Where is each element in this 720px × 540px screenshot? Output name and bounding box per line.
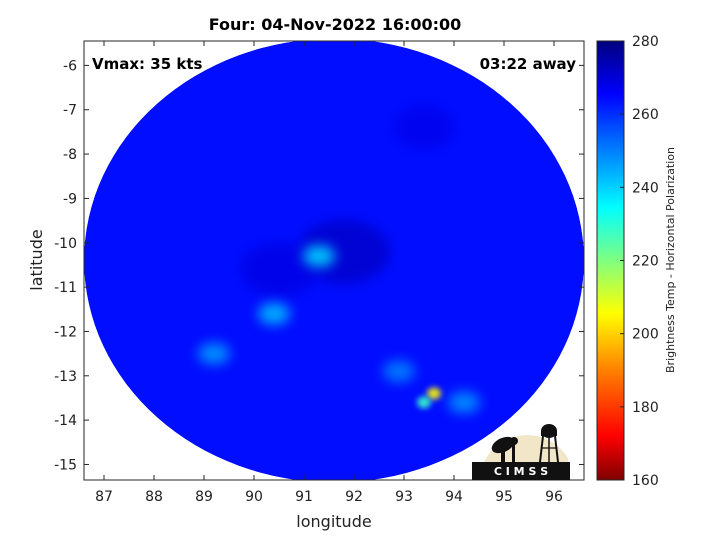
- x-axis-label: longitude: [296, 512, 371, 531]
- water-tower-icon: [539, 424, 559, 463]
- brightness-temperature-swath: [84, 41, 584, 480]
- vmax-annotation: Vmax: 35 kts: [92, 55, 202, 73]
- colorbar-tick-label: 240: [632, 180, 659, 196]
- colorbar-tick-label: 180: [632, 400, 659, 416]
- satellite-dish-icon: [491, 436, 518, 462]
- y-tick-label: -7: [63, 103, 77, 119]
- colorbar-label: Brightness Temp - Horizontal Polarizatio…: [664, 147, 677, 373]
- chart-title: Four: 04-Nov-2022 16:00:00: [209, 15, 462, 34]
- x-tick-label: 89: [195, 489, 213, 505]
- y-tick-label: -6: [63, 58, 77, 74]
- cold-region: [448, 391, 480, 414]
- y-axis: -6 -7 -8 -9 -10 -11 -12 -13 -14 -15: [54, 58, 584, 473]
- cold-region: [198, 342, 230, 365]
- y-tick-label: -13: [54, 369, 77, 385]
- colorbar-tick-label: 220: [632, 254, 659, 270]
- warm-region: [394, 105, 454, 150]
- x-tick-label: 94: [445, 489, 463, 505]
- time-away-annotation: 03:22 away: [480, 55, 577, 73]
- x-tick-label: 90: [245, 489, 263, 505]
- y-axis-label: latitude: [27, 229, 46, 290]
- cold-region: [383, 360, 415, 383]
- logo-text: C I M S S: [494, 465, 548, 478]
- plot-frame: [83, 40, 585, 481]
- x-tick-label: 88: [145, 489, 163, 505]
- cold-region: [258, 302, 290, 325]
- field-features: [198, 105, 480, 414]
- colorbar-tick-label: 160: [632, 473, 659, 489]
- x-tick-label: 95: [495, 489, 513, 505]
- plot-area: [84, 41, 584, 480]
- y-tick-label: -12: [54, 324, 77, 340]
- colorbar-tick-label: 200: [632, 327, 659, 343]
- colorbar: [596, 40, 625, 481]
- warm-region: [241, 242, 317, 297]
- y-tick-label: -8: [63, 147, 77, 163]
- cimss-logo: C I M S S: [472, 424, 570, 480]
- x-tick-label: 91: [295, 489, 313, 505]
- cold-region: [303, 245, 335, 268]
- y-tick-label: -15: [54, 457, 77, 473]
- warm-region: [298, 219, 390, 284]
- logo-banner: [472, 462, 570, 480]
- y-tick-label: -14: [54, 413, 77, 429]
- colorbar-axis: 160 180 200 220 240 260 280: [620, 34, 659, 489]
- x-tick-label: 96: [545, 489, 563, 505]
- cold-region: [417, 396, 431, 409]
- x-axis: 87 88 89 90 91 92 93 94 95 96: [95, 41, 563, 505]
- y-tick-label: -9: [63, 191, 77, 207]
- colorbar-tick-label: 260: [632, 107, 659, 123]
- colorbar-tick-label: 280: [632, 34, 659, 50]
- x-tick-label: 92: [345, 489, 363, 505]
- x-tick-label: 93: [395, 489, 413, 505]
- cold-region: [427, 387, 441, 400]
- y-tick-label: -10: [54, 236, 77, 252]
- x-tick-label: 87: [95, 489, 113, 505]
- y-tick-label: -11: [54, 280, 77, 296]
